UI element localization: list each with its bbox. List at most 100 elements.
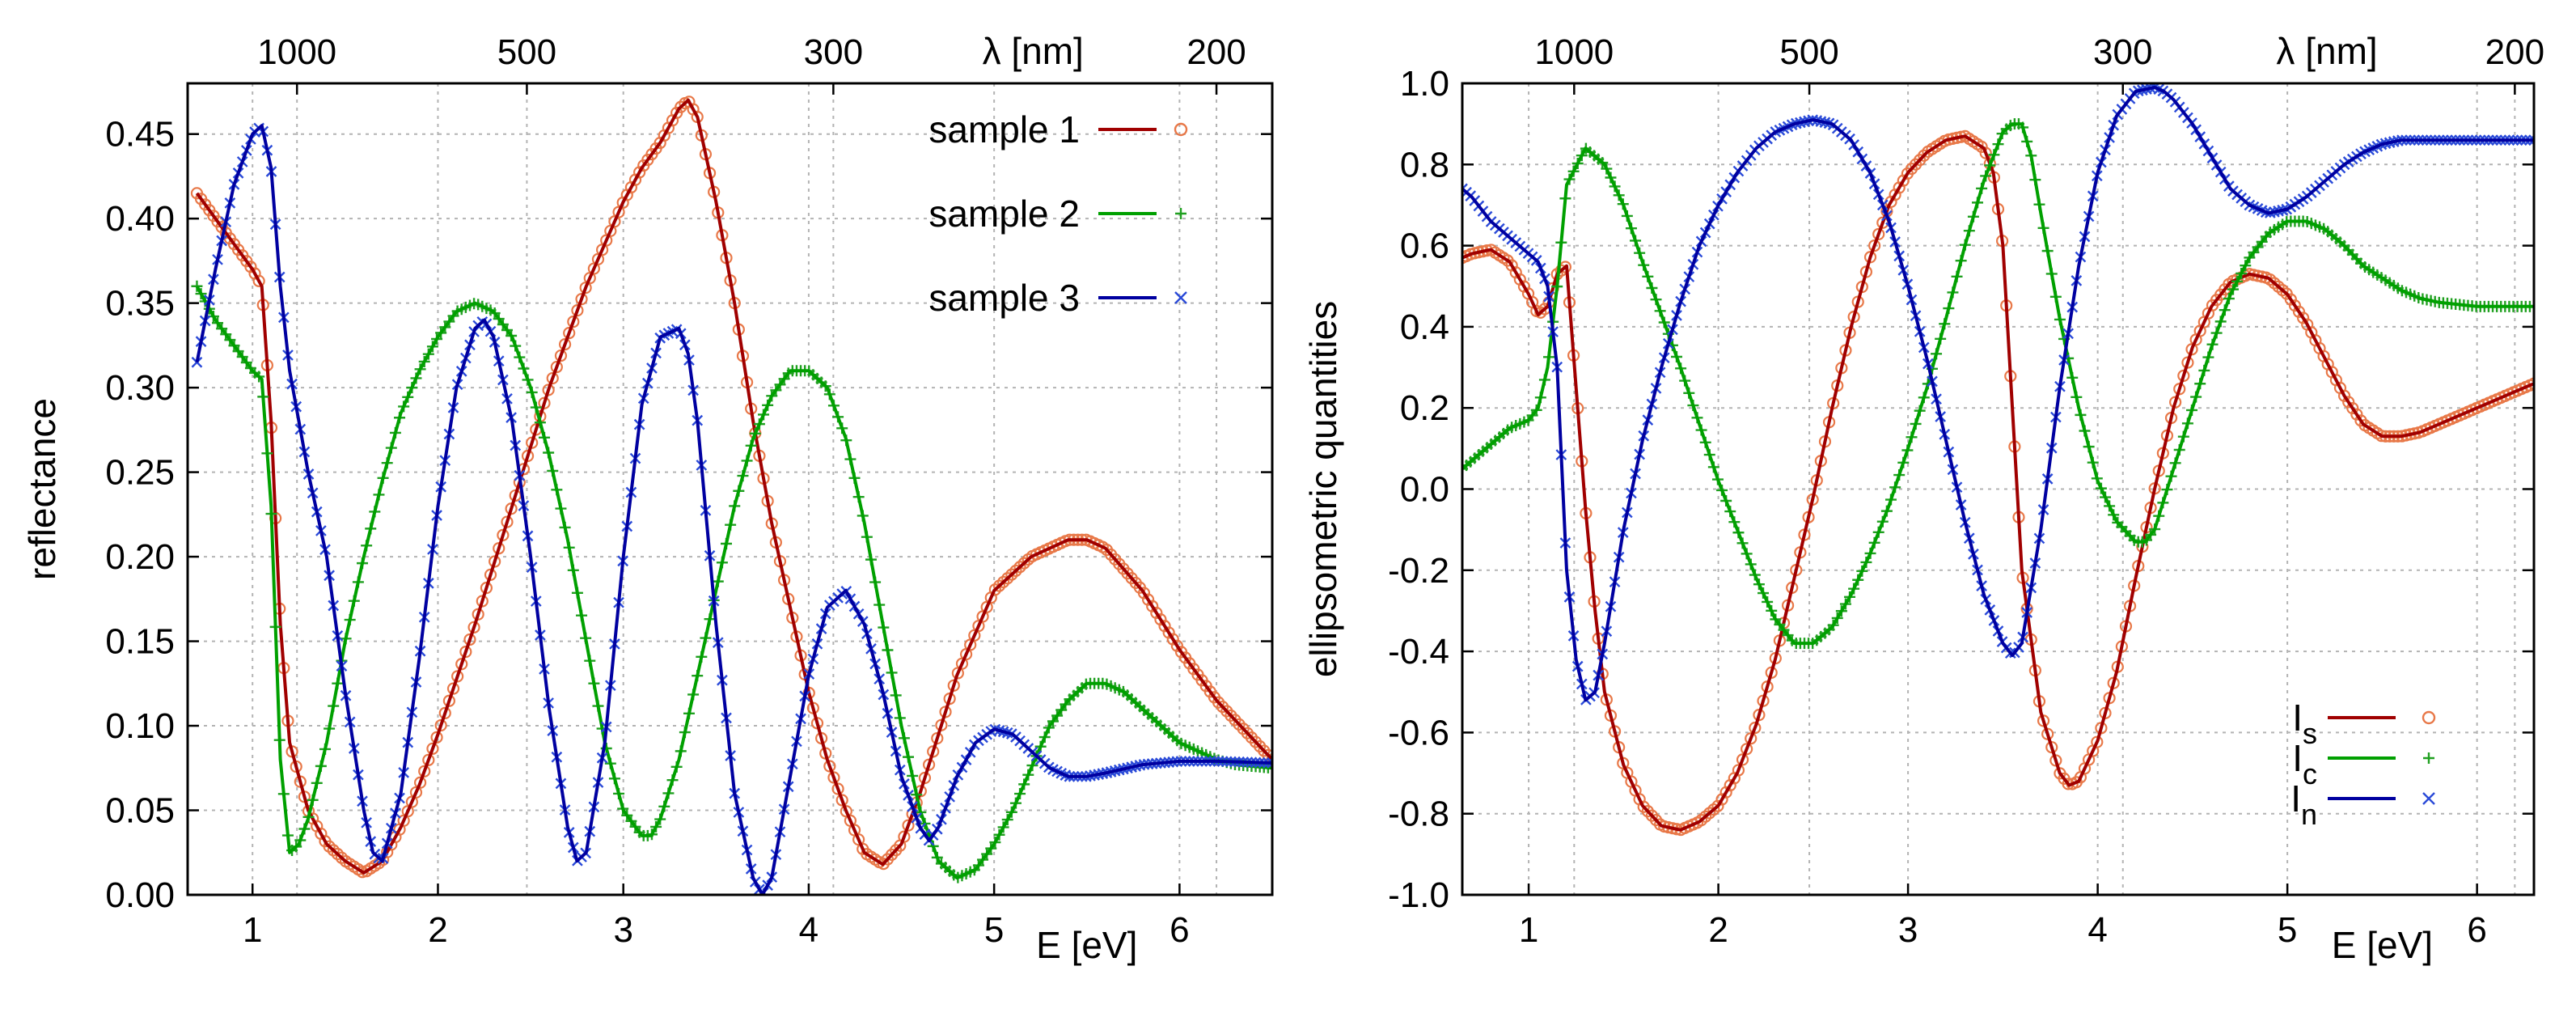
data-point	[2527, 377, 2534, 390]
y-tick-label: -1.0	[1388, 875, 1449, 915]
data-point	[2346, 401, 2359, 415]
data-point	[1170, 639, 1183, 652]
x-tick-label: 1	[243, 910, 262, 950]
legend-label-subscript: s	[2303, 717, 2317, 750]
x-tick-label: 3	[1898, 910, 1918, 950]
data-point	[1166, 633, 1179, 646]
data-point	[1741, 743, 1753, 756]
data-point	[430, 731, 443, 744]
data-point	[1262, 748, 1272, 761]
x-tick-label: 1	[1519, 910, 1538, 950]
x2-tick-label: 1000	[257, 32, 336, 72]
y-tick-label: 0.25	[105, 453, 175, 493]
legend-marker-swatch	[2423, 752, 2434, 764]
x-axis: 1 2 3 4 5 6	[1519, 884, 2487, 950]
data-point	[902, 819, 915, 832]
data-point	[567, 316, 580, 328]
x2-axis: 1000 500 300 200	[1534, 32, 2544, 95]
data-point	[1162, 626, 1175, 639]
legend: sample 1 sample 2 sample 3	[928, 108, 1188, 319]
data-point	[1137, 587, 1151, 600]
x-tick-label: 2	[1708, 910, 1728, 950]
x-tick-label: 6	[2467, 910, 2486, 950]
y-tick-label: 0.4	[1400, 307, 1449, 347]
data-point	[2292, 305, 2306, 318]
data-point	[438, 706, 451, 719]
series-3	[1462, 83, 2534, 706]
x-tick-label: 5	[984, 910, 1004, 950]
legend-label: Is	[2292, 697, 2317, 750]
data-point	[2091, 735, 2104, 748]
data-point	[455, 658, 468, 671]
series-3	[191, 122, 1272, 895]
x-tick-label: 4	[2087, 910, 2107, 950]
data-point	[244, 261, 257, 273]
x-axis-label: E [eV]	[2332, 924, 2433, 966]
y-tick-label: 0.40	[105, 199, 175, 239]
data-point	[546, 371, 559, 385]
legend-marker-swatch	[1174, 122, 1188, 137]
x2-tick-label: 500	[1779, 32, 1838, 72]
data-point	[252, 274, 265, 287]
legend-label: Ic	[2292, 737, 2317, 790]
plot-area	[1462, 83, 2534, 837]
data-point	[554, 349, 568, 362]
x-tick-label: 4	[799, 910, 818, 950]
data-point	[2288, 299, 2302, 312]
data-point	[571, 304, 584, 317]
data-point	[446, 682, 460, 695]
x-tick-label: 2	[428, 910, 447, 950]
legend-marker-swatch	[2422, 792, 2435, 805]
series-line	[1462, 86, 2534, 702]
x2-axis: 1000 500 300 200	[257, 32, 1246, 95]
legend-label: sample 2	[928, 193, 1080, 235]
legend-marker-swatch	[1175, 208, 1186, 219]
y-axis: -1.0 -0.8 -0.6 -0.4 -0.2 0.0 0.2 0.4 0.6 0.8 1.0	[1388, 64, 2534, 915]
x2-tick-label: 300	[804, 32, 863, 72]
data-point	[422, 753, 435, 766]
data-point	[463, 633, 476, 646]
data-point	[451, 670, 464, 683]
data-point	[831, 782, 844, 795]
data-point	[1918, 149, 1931, 162]
x-axis-label: E [eV]	[1036, 924, 1137, 966]
data-point	[1146, 600, 1159, 612]
data-point	[1975, 140, 1988, 154]
legend-label-subscript: c	[2303, 757, 2317, 790]
data-point	[2297, 311, 2310, 324]
data-point	[191, 280, 203, 292]
y-tick-label: 0.05	[105, 791, 175, 831]
x-tick-label: 5	[2278, 910, 2297, 950]
legend-marker-swatch	[2422, 710, 2436, 725]
data-point	[409, 786, 423, 799]
data-point	[467, 621, 480, 634]
x2-axis-label: λ [nm]	[2276, 30, 2377, 72]
data-point	[1267, 757, 1272, 769]
data-point	[550, 360, 563, 374]
x2-tick-label: 200	[1186, 32, 1246, 72]
data-point	[1979, 146, 1992, 159]
ellipsometric-panel: -1.0 -0.8 -0.6 -0.4 -0.2 0.0 0.2 0.4 0.6 0.8 1.0 1 2…	[1302, 30, 2544, 966]
legend-label-main: I	[2292, 737, 2303, 779]
data-point	[898, 830, 911, 843]
y-tick-label: -0.4	[1388, 632, 1449, 672]
series-1	[190, 95, 1272, 879]
plot-area	[190, 95, 1272, 895]
legend-item-3: sample 3	[928, 277, 1187, 319]
y-tick-label: 0.15	[105, 622, 175, 662]
y-tick-label: 0.45	[105, 115, 175, 155]
data-point	[1154, 612, 1167, 626]
legend-label-main: I	[2290, 778, 2301, 820]
y-tick-label: -0.2	[1388, 551, 1449, 591]
legend-label-subscript: n	[2301, 798, 2317, 831]
data-point	[1158, 620, 1171, 633]
x-tick-label: 6	[1170, 910, 1189, 950]
y-tick-label: 0.30	[105, 368, 175, 408]
plot-frame	[1461, 82, 2536, 896]
legend-label: sample 3	[928, 277, 1080, 319]
data-point	[558, 337, 572, 351]
data-point	[442, 694, 455, 707]
y-tick-label: 0.35	[105, 284, 175, 324]
